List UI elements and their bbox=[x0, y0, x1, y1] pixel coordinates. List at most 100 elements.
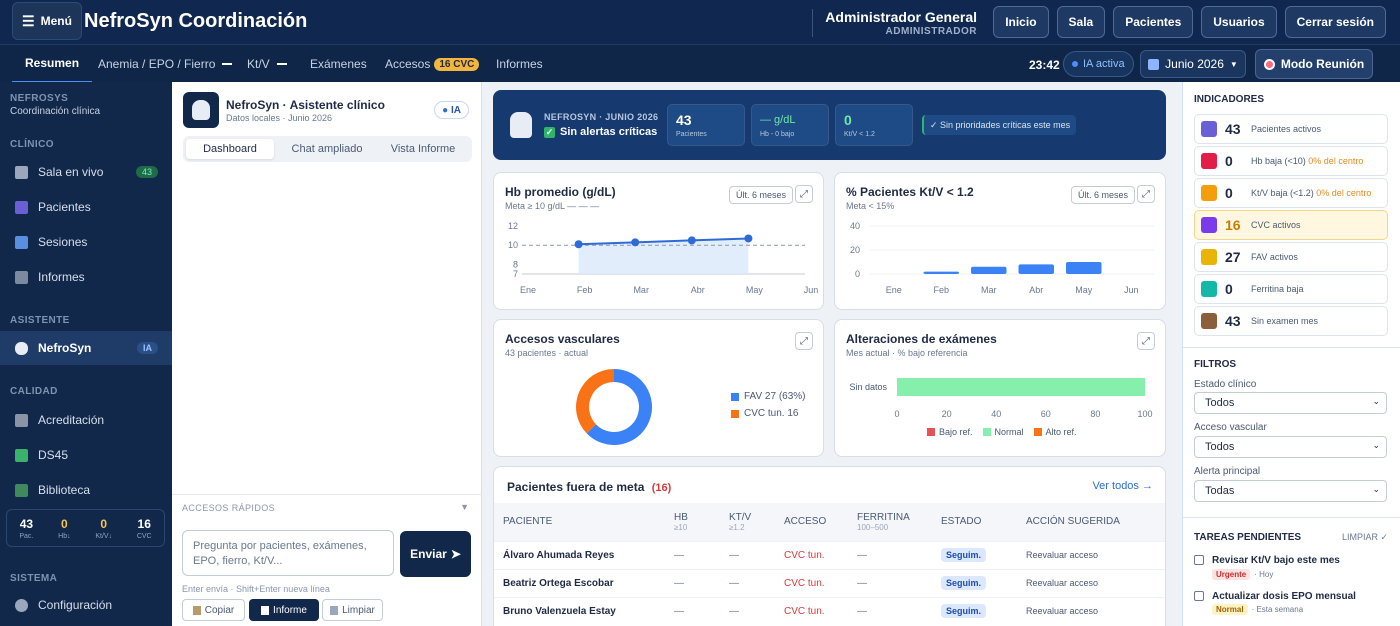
indicator-label: FAV activos bbox=[1251, 252, 1298, 262]
filter-estado-select[interactable]: Todos ⌄ bbox=[1194, 392, 1387, 414]
filter-acceso-select[interactable]: Todos ⌄ bbox=[1194, 436, 1387, 458]
nav-inicio-button[interactable]: Inicio bbox=[993, 6, 1049, 38]
sidebar-item-informes[interactable]: Informes bbox=[0, 261, 172, 293]
month-selector[interactable]: Junio 2026 ▼ bbox=[1140, 50, 1246, 78]
tab-label: Exámenes bbox=[310, 57, 367, 71]
ferritin-cell: — bbox=[857, 549, 867, 561]
clipboard-icon bbox=[15, 413, 28, 427]
user-info: Administrador General ADMINISTRADOR bbox=[812, 9, 977, 37]
tab-label: Kt/V bbox=[247, 57, 270, 71]
tab-accesos[interactable]: Accesos 16 CVC bbox=[385, 45, 480, 83]
sidebar-item-sesiones[interactable]: Sesiones bbox=[0, 226, 172, 258]
see-all-link[interactable]: Ver todos → bbox=[1092, 480, 1153, 492]
ia-badge: IA bbox=[137, 342, 158, 354]
logout-button[interactable]: Cerrar sesión bbox=[1284, 6, 1386, 38]
x-tick-label: Jun bbox=[1124, 285, 1139, 295]
legend-label: Normal bbox=[994, 427, 1024, 437]
ktv-title: % Pacientes Kt/V < 1.2 bbox=[846, 185, 974, 199]
indicator-item[interactable]: 43 Sin examen mes bbox=[1194, 306, 1388, 336]
tab-examenes[interactable]: Exámenes bbox=[310, 45, 367, 83]
chart-icon bbox=[1201, 185, 1217, 201]
send-button[interactable]: Enviar ➤ bbox=[400, 531, 471, 577]
hb-range-selector[interactable]: Últ. 6 meses bbox=[729, 186, 794, 204]
sidebar-item-pacientes[interactable]: Pacientes bbox=[0, 191, 172, 223]
filter-alerta-select[interactable]: Todas ⌄ bbox=[1194, 480, 1387, 502]
nav-usuarios-button[interactable]: Usuarios bbox=[1201, 6, 1277, 38]
sidebar-item-nefrosyn[interactable]: NefroSyn IA bbox=[0, 331, 172, 365]
sidebar-item-biblioteca[interactable]: Biblioteca bbox=[0, 474, 172, 506]
legend-swatch bbox=[982, 428, 991, 436]
indicator-item[interactable]: 27 FAV activos bbox=[1194, 242, 1388, 272]
task-checkbox[interactable] bbox=[1194, 555, 1204, 565]
tab-label: Accesos bbox=[385, 57, 431, 71]
ia-badge: ● IA bbox=[434, 101, 469, 119]
expand-icon[interactable]: ⤢ bbox=[1137, 185, 1155, 203]
report-label: Informe bbox=[273, 604, 307, 616]
tab-resumen[interactable]: Resumen bbox=[12, 45, 93, 83]
patients-title: Pacientes fuera de meta (16) bbox=[507, 480, 671, 494]
stat-label: Kt/V↓ bbox=[95, 532, 113, 540]
sidebar-item-sala[interactable]: Sala en vivo 43 bbox=[0, 156, 172, 188]
tab-informe[interactable]: Vista Informe bbox=[390, 143, 456, 155]
sidebar-item-acreditacion[interactable]: Acreditación bbox=[0, 404, 172, 436]
table-row[interactable]: Beatriz Ortega Escobar — — CVC tun. — Seguim.… bbox=[494, 569, 1165, 597]
table-row[interactable]: Álvaro Ahumada Reyes — — CVC tun. — Seguim. Re… bbox=[494, 541, 1165, 569]
gear-icon bbox=[15, 598, 28, 612]
tab-anemia[interactable]: Anemia / EPO / Fierro bbox=[98, 45, 233, 83]
calendar-icon bbox=[15, 235, 28, 249]
x-tick-label: 20 bbox=[942, 409, 952, 419]
quick-access-label: ACCESOS RÁPIDOS bbox=[182, 503, 276, 513]
indicator-item[interactable]: 0 Hb baja (<10) 0% del centro bbox=[1194, 146, 1388, 176]
ktv-range-selector[interactable]: Últ. 6 meses bbox=[1071, 186, 1136, 204]
task-checkbox[interactable] bbox=[1194, 591, 1204, 601]
trash-icon bbox=[330, 605, 339, 615]
nav-pacientes-button[interactable]: Pacientes bbox=[1113, 6, 1194, 38]
sidebar-item-label: Pacientes bbox=[38, 200, 91, 214]
nav-sala-button[interactable]: Sala bbox=[1056, 6, 1106, 38]
collapse-icon[interactable]: ▼ bbox=[460, 502, 469, 512]
stat-value: 16 bbox=[137, 516, 151, 531]
legend-bajo: Bajo ref. bbox=[927, 427, 973, 437]
clear-tasks-button[interactable]: LIMPIAR ✓ bbox=[1341, 532, 1388, 542]
kpi-value: 43 bbox=[676, 112, 692, 128]
summary-banner: NEFROSYN · JUNIO 2026 ✓ Sin alertas críti… bbox=[493, 90, 1166, 160]
tab-informes[interactable]: Informes bbox=[496, 45, 543, 83]
count-badge: 43 bbox=[135, 166, 158, 178]
expand-icon[interactable]: ⤢ bbox=[1137, 332, 1155, 350]
banner-status: ✓ Sin alertas críticas bbox=[544, 126, 657, 138]
assistant-subtitle: Datos locales · Junio 2026 bbox=[226, 113, 333, 123]
ferritin-cell: — bbox=[857, 577, 867, 589]
sidebar-item-label: Acreditación bbox=[38, 413, 105, 427]
hb-subtitle: Meta ≥ 10 g/dL — — — bbox=[505, 201, 600, 211]
chat-input[interactable]: Pregunta por pacientes, exámenes, EPO, f… bbox=[182, 530, 394, 576]
meeting-mode-button[interactable]: Modo Reunión bbox=[1255, 49, 1373, 79]
books-icon bbox=[15, 483, 28, 497]
ia-status-badge[interactable]: IA activa bbox=[1063, 51, 1134, 77]
indicator-item[interactable]: 16 CVC activos bbox=[1194, 210, 1388, 240]
stat-value: 0 bbox=[61, 516, 68, 531]
indicator-item[interactable]: 43 Pacientes activos bbox=[1194, 114, 1388, 144]
copy-button[interactable]: Copiar bbox=[182, 599, 245, 621]
tab-dashboard[interactable]: Dashboard bbox=[186, 139, 274, 159]
expand-icon[interactable]: ⤢ bbox=[795, 332, 813, 350]
menu-button[interactable]: ☰ Menú bbox=[12, 2, 82, 40]
col-hb: HB ≥10 bbox=[674, 511, 688, 532]
donut-slice bbox=[576, 369, 614, 434]
tab-chat[interactable]: Chat ampliado bbox=[291, 143, 363, 155]
report-button[interactable]: Informe bbox=[249, 599, 319, 621]
y-tick-label: 20 bbox=[850, 245, 860, 255]
table-row[interactable]: Bruno Valenzuela Estay — — CVC tun. — Seguim.… bbox=[494, 597, 1165, 625]
status-badge: Seguim. bbox=[941, 547, 987, 562]
status-badge: Seguim. bbox=[941, 603, 987, 618]
tab-ktv[interactable]: Kt/V bbox=[247, 45, 287, 83]
clear-button[interactable]: Limpiar bbox=[322, 599, 383, 621]
indicator-item[interactable]: 0 Kt/V baja (<1.2) 0% del centro bbox=[1194, 178, 1388, 208]
indicator-item[interactable]: 0 Ferritina baja bbox=[1194, 274, 1388, 304]
task-label: Actualizar dosis EPO mensual bbox=[1212, 591, 1356, 602]
assistant-panel: NefroSyn · Asistente clínico Datos local… bbox=[172, 82, 482, 626]
expand-icon[interactable]: ⤢ bbox=[795, 185, 813, 203]
sidebar-item-ds45[interactable]: DS45 bbox=[0, 439, 172, 471]
x-tick-label: Ene bbox=[520, 285, 536, 295]
hb-card: Hb promedio (g/dL) Meta ≥ 10 g/dL — — — … bbox=[493, 172, 824, 310]
sidebar-item-configuracion[interactable]: Configuración bbox=[0, 589, 172, 621]
